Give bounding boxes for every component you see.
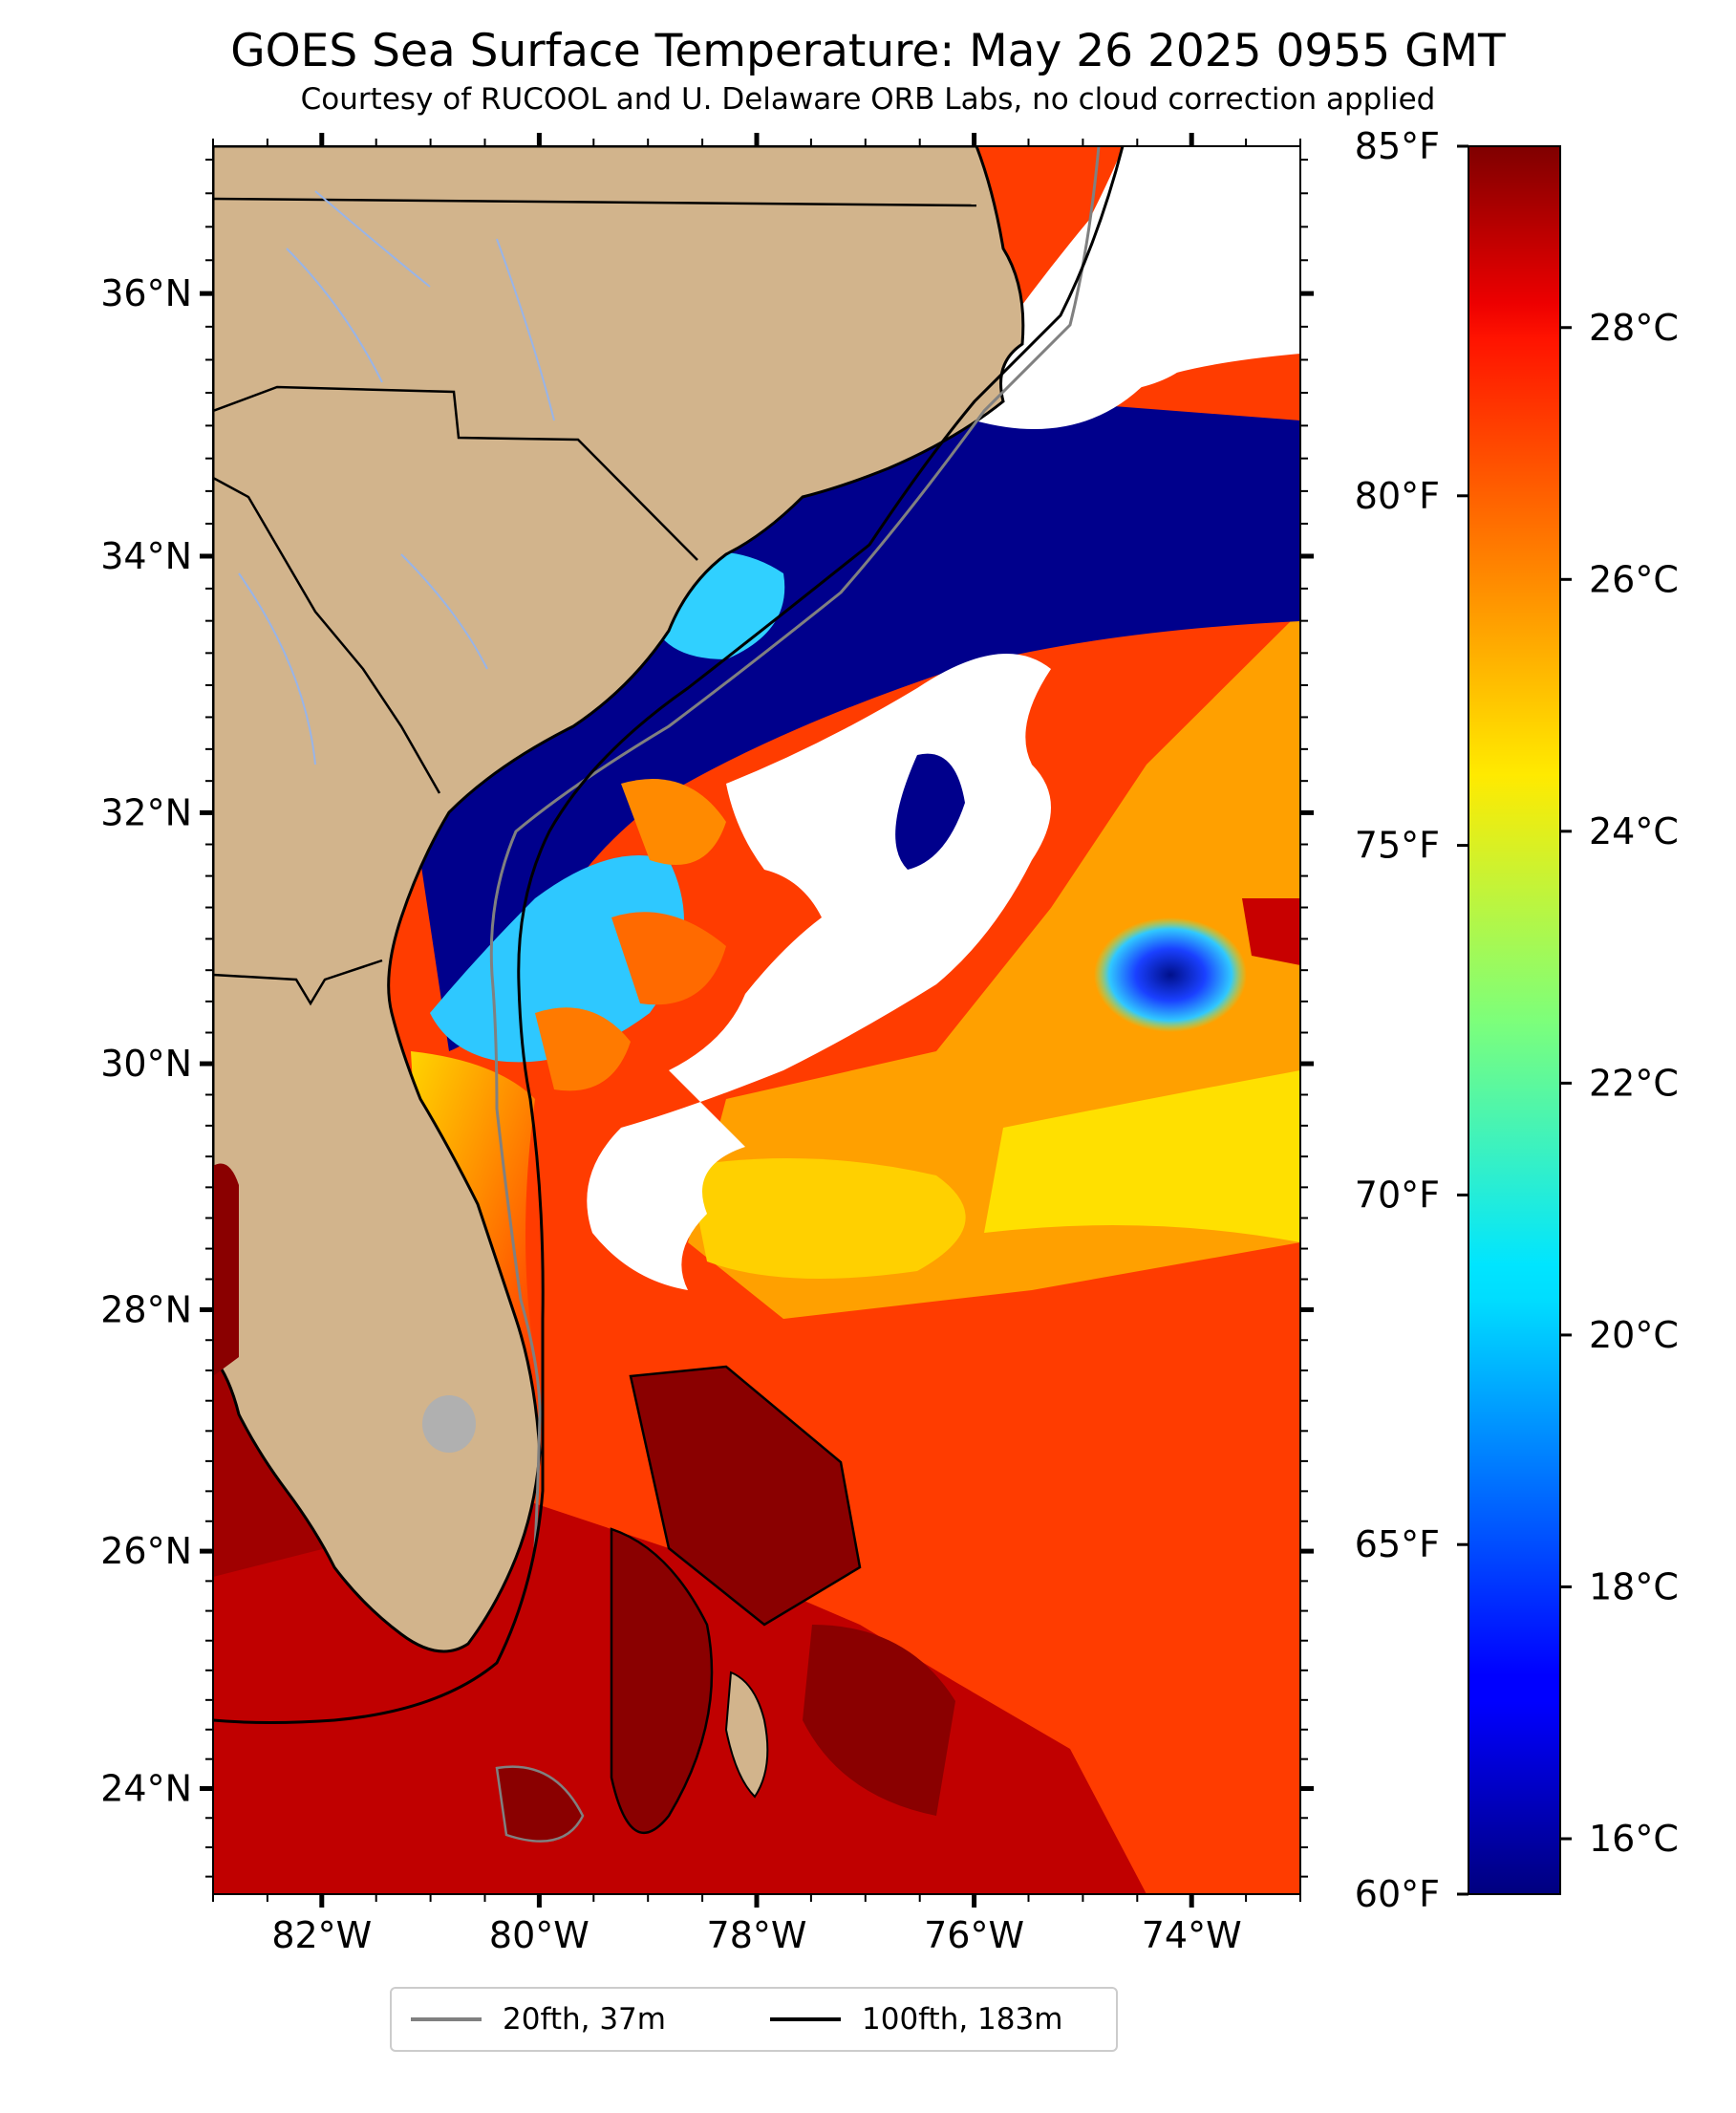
sst-bahama-banks-2	[611, 1529, 712, 1833]
sst-cold-cell-in-cloud	[895, 753, 965, 870]
sst-yellow-patch	[688, 1158, 966, 1279]
lon-tick-label: 80°W	[489, 1914, 589, 1956]
colorbar-celsius-label: 20°C	[1589, 1314, 1679, 1356]
lon-tick-label: 82°W	[271, 1914, 372, 1956]
isobath-20fth	[489, 146, 1101, 1549]
cloud-mask-east	[1051, 334, 1204, 392]
sst-cold-eddy	[1094, 917, 1247, 1032]
colorbar-fahrenheit-label: 70°F	[1355, 1174, 1440, 1216]
map-subtitle: Courtesy of RUCOOL and U. Delaware ORB L…	[300, 82, 1436, 117]
colorbar-celsius-label: 28°C	[1589, 307, 1679, 349]
sst-warm-eddy-1	[621, 779, 726, 865]
sst-yellow-band	[984, 1070, 1300, 1242]
legend-line-20fth	[411, 2017, 482, 2021]
sst-bahama-banks-3	[803, 1625, 955, 1816]
sst-warm-eddy-2	[611, 912, 726, 1005]
sst-cay-sal-bank	[497, 1766, 583, 1842]
lat-tick-label: 26°N	[100, 1530, 192, 1572]
rivers	[238, 190, 555, 765]
land-southeast-us	[213, 146, 1025, 1653]
lat-tick-label: 28°N	[100, 1288, 192, 1330]
colorbar-fahrenheit-label: 60°F	[1355, 1873, 1440, 1915]
legend-label-100fth: 100fth, 183m	[862, 2002, 1063, 2037]
state-border-nc-sc	[213, 385, 698, 561]
lon-tick-label: 78°W	[707, 1914, 807, 1956]
map-panel	[213, 146, 1300, 1894]
colorbar-ticks: 16°C 18°C 20°C 22°C 24°C 26°C 28°C 60°F 65°F 70°F…	[1355, 125, 1679, 1915]
lat-tick-label: 36°N	[100, 272, 192, 314]
isobath-legend: 20fth, 37m 100fth, 183m	[390, 1987, 1118, 2052]
lake-okeechobee	[422, 1395, 476, 1453]
isobath-bahamas-100	[629, 1365, 862, 1627]
sst-hot-spot	[1242, 898, 1300, 965]
colorbar-fahrenheit-label: 80°F	[1355, 475, 1440, 517]
isobath-100fth	[213, 146, 1125, 1724]
lon-tick-label: 74°W	[1142, 1914, 1242, 1956]
legend-item-20fth: 20fth, 37m	[411, 1989, 666, 2050]
sst-warm-eddy-3	[535, 1007, 631, 1091]
state-border-sc-ga	[213, 476, 441, 794]
isobath-cay-sal	[495, 1765, 585, 1843]
lat-tick-label: 24°N	[100, 1767, 192, 1809]
legend-item-100fth: 100fth, 183m	[770, 1989, 1062, 2050]
colorbar-fahrenheit-label: 85°F	[1355, 125, 1440, 167]
land-andros-island	[724, 1671, 769, 1799]
colorbar-celsius-label: 16°C	[1589, 1818, 1679, 1860]
map-axes: 82°W 80°W 78°W 76°W 74°W 36°N 34°N 32°N 30°N 28°N…	[100, 133, 1314, 1956]
colorbar-celsius-label: 18°C	[1589, 1565, 1679, 1607]
colorbar-fahrenheit-label: 75°F	[1355, 825, 1440, 867]
colorbar	[1468, 145, 1561, 1895]
lat-tick-label: 32°N	[100, 791, 192, 833]
colorbar-celsius-label: 24°C	[1589, 810, 1679, 852]
isobath-bahamas-100b	[610, 1527, 714, 1835]
map-title: GOES Sea Surface Temperature: May 26 202…	[230, 25, 1506, 77]
legend-label-20fth: 20fth, 37m	[503, 2002, 666, 2037]
state-border-ga-fl	[213, 959, 383, 1006]
colorbar-celsius-label: 22°C	[1589, 1062, 1679, 1104]
colorbar-fahrenheit-label: 65°F	[1355, 1523, 1440, 1565]
gulf-coast-water	[213, 1163, 239, 1376]
lon-tick-label: 76°W	[924, 1914, 1024, 1956]
state-border-va-nc	[213, 197, 977, 207]
lat-tick-label: 34°N	[100, 535, 192, 577]
colorbar-celsius-label: 26°C	[1589, 558, 1679, 600]
lat-tick-label: 30°N	[100, 1043, 192, 1085]
legend-line-100fth	[770, 2017, 841, 2021]
